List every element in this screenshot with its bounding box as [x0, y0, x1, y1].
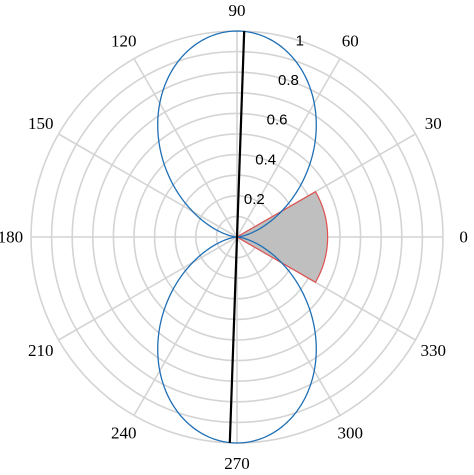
angle-tick-label: 270	[224, 454, 250, 473]
grid-spoke	[58, 236, 238, 341]
grid-spoke	[236, 58, 341, 238]
angle-tick-label: 240	[111, 424, 137, 443]
radial-tick-label: 0.4	[255, 151, 276, 168]
angle-tick-label: 90	[229, 1, 246, 20]
radial-tick-labels: 0.2 0.4 0.6 0.8 1	[244, 32, 304, 207]
angle-tick-label: 0	[459, 228, 468, 247]
angle-tick-label: 330	[420, 341, 446, 360]
radial-tick-label: 0.8	[278, 72, 299, 89]
angle-tick-label: 120	[111, 31, 137, 50]
grid-spoke	[133, 58, 238, 238]
angle-tick-label: 210	[28, 341, 54, 360]
grid-spoke	[236, 236, 341, 416]
series-layer	[157, 30, 329, 444]
direction-line	[228, 31, 246, 443]
radial-tick-label: 1	[296, 32, 304, 49]
angle-tick-label: 180	[0, 228, 23, 247]
radial-tick-label: 0.6	[267, 112, 288, 129]
angle-tick-label: 60	[342, 31, 359, 50]
angle-tick-label: 30	[425, 114, 442, 133]
angle-tick-label: 300	[338, 424, 364, 443]
grid-spoke	[133, 236, 238, 416]
grid-spoke	[58, 133, 238, 238]
radial-tick-label: 0.2	[244, 191, 265, 208]
shaded-sector	[235, 190, 329, 284]
angle-tick-label: 150	[28, 114, 54, 133]
